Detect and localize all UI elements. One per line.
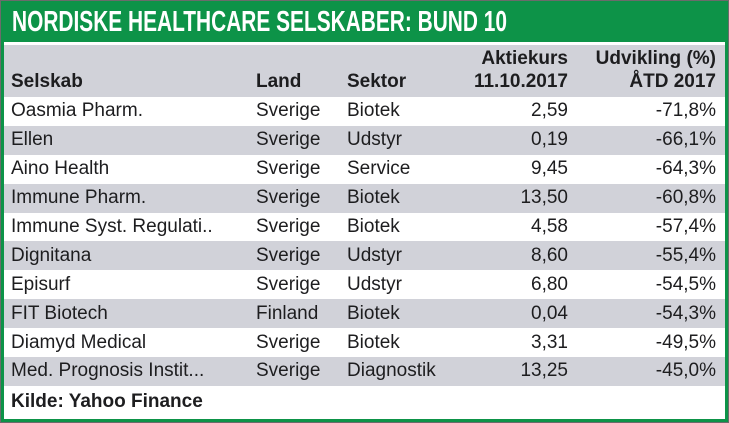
table-cell: Sverige [256,244,321,266]
table-cell: Immune Syst. Regulati.. [11,216,213,237]
table-cell: Udstyr [347,273,402,295]
table-cell: -60,8% [655,187,716,209]
table-cell: Sverige [256,216,321,237]
table-cell: Diagnostik [347,360,436,382]
table-cell: Sverige [256,100,321,122]
column-header-udvikling-line2: ÅTD 2017 [629,70,716,92]
column-header-udvikling: Udvikling (%) ÅTD 2017 [570,48,725,93]
table-cell: -45,0% [655,360,716,382]
column-header-selskab: Selskab [11,71,83,92]
table-cell: Immune Pharm. [11,187,147,209]
table-row: Episurf Sverige Udstyr 6,80 -54,5% [4,270,725,300]
table-cell: Biotek [347,302,400,324]
table-cell: -57,4% [655,216,716,237]
table-cell: Biotek [347,216,400,237]
table-cell: Med. Prognosis Instit... [11,360,205,382]
table-cell: 3,31 [531,331,568,353]
page-title: NORDISKE HEALTHCARE SELSKABER: BUND 10 [12,5,507,38]
column-header-land: Land [256,71,302,92]
table-row: Aino Health Sverige Service 9,45 -64,3% [4,154,725,184]
table-cell: Biotek [347,331,400,353]
table-cell: Ellen [11,129,54,151]
table-cell: -49,5% [655,331,716,353]
table-cell: Oasmia Pharm. [11,100,143,122]
column-header-sektor: Sektor [347,71,407,92]
table-row: Ellen Sverige Udstyr 0,19 -66,1% [4,125,725,155]
table-cell: Dignitana [11,244,92,266]
table-row: Dignitana Sverige Udstyr 8,60 -55,4% [4,241,725,271]
table-cell: Sverige [256,129,321,151]
table-cell: Episurf [11,273,71,295]
table-row: Med. Prognosis Instit... Sverige Diagnosti… [4,357,725,386]
table-cell: 13,50 [520,187,568,209]
table-row: Diamyd Medical Sverige Biotek 3,31 -49,5% [4,328,725,358]
table-cell: Service [347,158,411,180]
table-row: Immune Pharm. Sverige Biotek 13,50 -60,8% [4,183,725,213]
table-cell: 4,58 [531,216,568,237]
table-row: FIT Biotech Finland Biotek 0,04 -54,3% [4,299,725,329]
table-cell: -54,5% [655,273,716,295]
table-cell: Sverige [256,360,321,382]
table-cell: Sverige [256,158,321,180]
table-cell: Udstyr [347,129,402,151]
table-cell: Aino Health [11,158,110,180]
table-cell: Biotek [347,187,400,209]
table-cell: 9,45 [531,158,568,180]
table-cell: Sverige [256,273,321,295]
table-cell: 13,25 [520,360,568,382]
table-row: Immune Syst. Regulati.. Sverige Biotek 4,58… [4,212,725,242]
table-cell: FIT Biotech [11,302,108,324]
column-header-aktiekurs: Aktiekurs 11.10.2017 [460,48,570,93]
table-cell: 0,19 [531,129,568,151]
table-cell: Finland [256,302,319,324]
table-cell: Diamyd Medical [11,331,147,353]
title-bar: NORDISKE HEALTHCARE SELSKABER: BUND 10 Å… [4,4,725,45]
column-header-aktiekurs-line1: Aktiekurs [481,48,568,70]
column-header-udvikling-line1: Udvikling (%) [595,48,716,70]
column-header-aktiekurs-line2: 11.10.2017 [473,70,568,92]
table-cell: Sverige [256,187,321,209]
table-cell: -71,8% [655,100,716,122]
table-cell: 8,60 [531,244,568,266]
table-cell: -66,1% [655,129,716,151]
table-cell: -54,3% [655,302,716,324]
table-cell: Sverige [256,331,321,353]
table-body: Oasmia Pharm. Sverige Biotek 2,59 -71,8% Elle… [4,97,725,386]
table-cell: -55,4% [655,244,716,266]
table-cell: 2,59 [531,100,568,122]
table-cell: -64,3% [655,158,716,180]
table-cell: 6,80 [531,273,568,295]
table-cell: Biotek [347,100,400,122]
source-note: Kilde: Yahoo Finance [4,385,725,419]
table-row: Oasmia Pharm. Sverige Biotek 2,59 -71,8% [4,97,725,126]
table-header-row: Selskab Land Sektor Aktiekurs 11.10.2017… [4,45,725,97]
table-cell: Udstyr [347,244,402,266]
table-cell: 0,04 [531,302,568,324]
